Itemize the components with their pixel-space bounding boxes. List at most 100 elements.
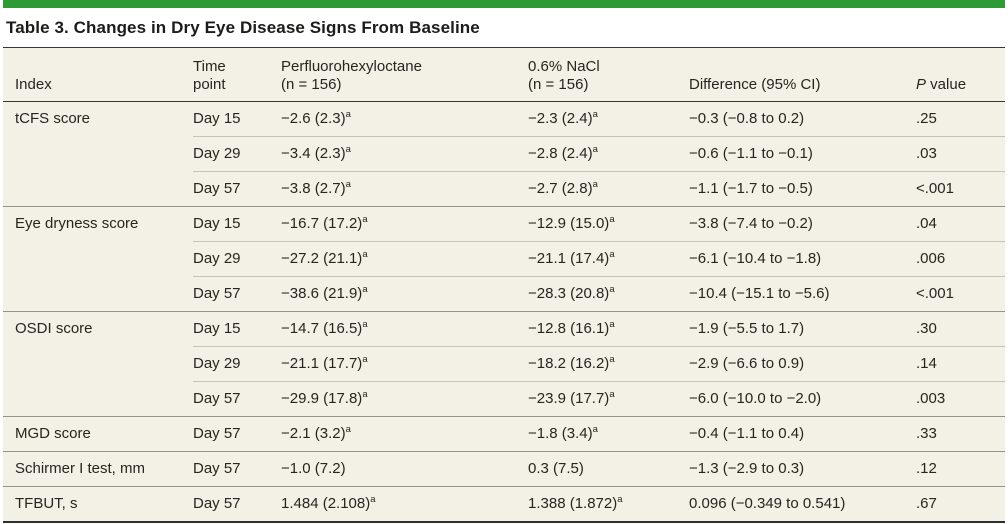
footnote-marker-a: a [592,144,598,155]
perfluorohexyloctane-cell: −38.6 (21.9)a [281,276,528,312]
nacl-cell: −23.9 (17.7)a [528,381,689,417]
perfluorohexyloctane-cell: −21.1 (17.7)a [281,346,528,382]
table-header-row: Index Time point Perfluorohexyloctane (n =… [3,47,1005,102]
index-cell: OSDI score [3,311,193,347]
footnote-marker-a: a [345,109,351,120]
time-point-cell: Day 57 [193,451,281,487]
p-value-cell: <.001 [916,171,1005,207]
difference-cell: −0.3 (−0.8 to 0.2) [689,110,805,127]
time-point-cell: Day 57 [193,416,281,452]
table-row: Eye dryness score Day 15 −16.7 (17.2)a −12.… [3,206,1005,242]
p-value-cell: <.001 [916,276,1005,312]
time-point-cell: Day 15 [193,110,241,127]
nacl-cell: −18.2 (16.2)a [528,346,689,382]
nacl-cell: 1.388 (1.872)a [528,486,689,522]
table-row: Day 29 −21.1 (17.7)a −18.2 (16.2)a −2.9 (−6… [3,346,1005,382]
p-value-cell: .003 [916,381,1005,417]
perfluorohexyloctane-cell: −29.9 (17.8)a [281,381,528,417]
table-row: TFBUT, s Day 57 1.484 (2.108)a 1.388 (1.872… [3,486,1005,522]
time-point-cell: Day 57 [193,171,281,207]
difference-cell: −1.1 (−1.7 to −0.5) [689,171,916,207]
perfluorohexyloctane-cell: −14.7 (16.5)a [281,311,528,347]
difference-cell: −0.4 (−1.1 to 0.4) [689,416,916,452]
nacl-cell: 0.3 (7.5) [528,451,689,487]
table-accent-bar [3,0,1005,8]
difference-cell: −1.9 (−5.5 to 1.7) [689,311,916,347]
nacl-cell: −2.7 (2.8)a [528,171,689,207]
column-header-p_value: P value [916,47,1005,102]
nacl-cell: −28.3 (20.8)a [528,276,689,312]
index-cell: MGD score [3,416,193,452]
footnote-marker-a: a [609,389,615,400]
footnote-marker-a: a [362,284,368,295]
nacl-cell: −12.8 (16.1)a [528,311,689,347]
column-header-index: Index [3,47,193,102]
p-value-cell: .03 [916,136,1005,172]
perfluorohexyloctane-cell: −16.7 (17.2)a [281,206,528,242]
p-value-cell: .33 [916,416,1005,452]
column-header-difference: Difference (95% CI) [689,47,916,102]
perfluorohexyloctane-cell: −2.1 (3.2)a [281,416,528,452]
column-header-time_point: Time point [193,47,281,102]
time-point-cell: Day 29 [193,241,281,277]
index-cell [3,242,193,277]
dry-eye-signs-table: Index Time point Perfluorohexyloctane (n =… [3,47,1005,523]
index-cell [3,172,193,207]
footnote-marker-a: a [617,494,623,505]
difference-cell: −3.8 (−7.4 to −0.2) [689,206,916,242]
p-value-cell: .14 [916,346,1005,382]
index-cell: Eye dryness score [3,206,193,242]
perfluorohexyloctane-cell: −1.0 (7.2) [281,451,528,487]
footnote-marker-a: a [609,319,615,330]
column-header-perfluorohexyloctane: Perfluorohexyloctane (n = 156) [281,47,528,102]
footnote-marker-a: a [609,214,615,225]
difference-cell: −6.0 (−10.0 to −2.0) [689,381,916,417]
difference-cell: −10.4 (−15.1 to −5.6) [689,276,916,312]
index-cell: TFBUT, s [3,486,193,522]
difference-cell: −1.3 (−2.9 to 0.3) [689,451,916,487]
table-row: tCFS score Day 15 −2.6 (2.3)a −2.3 (2.4)a −0… [3,102,1005,137]
index-cell [3,277,193,312]
table-row: MGD score Day 57 −2.1 (3.2)a −1.8 (3.4)a −0.… [3,416,1005,452]
index-cell: Schirmer I test, mm [3,451,193,487]
table-row: OSDI score Day 15 −14.7 (16.5)a −12.8 (16.1… [3,311,1005,347]
perfluorohexyloctane-cell: −3.4 (2.3)a [281,136,528,172]
perfluorohexyloctane-cell: −27.2 (21.1)a [281,241,528,277]
table-row: Day 57 −38.6 (21.9)a −28.3 (20.8)a −10.4 (−… [3,276,1005,312]
footnote-marker-a: a [345,179,351,190]
footnote-marker-a: a [370,494,376,505]
perfluorohexyloctane-cell: −3.8 (2.7)a [281,171,528,207]
table-title: Table 3. Changes in Dry Eye Disease Sign… [6,18,480,37]
table-row: Day 57 −29.9 (17.8)a −23.9 (17.7)a −6.0 (−1… [3,381,1005,417]
p-value-cell: .006 [916,241,1005,277]
index-cell [3,382,193,417]
p-value-cell: .67 [916,486,1005,522]
footnote-marker-a: a [609,249,615,260]
nacl-cell: −12.9 (15.0)a [528,206,689,242]
p-value-cell: .30 [916,311,1005,347]
time-point-cell: Day 57 [193,276,281,312]
footnote-marker-a: a [592,424,598,435]
time-point-cell: Day 29 [193,346,281,382]
footnote-marker-a: a [345,144,351,155]
footnote-marker-a: a [345,424,351,435]
time-point-cell: Day 57 [193,486,281,522]
table-row: Day 29 −3.4 (2.3)a −2.8 (2.4)a −0.6 (−1.1 t… [3,136,1005,172]
footnote-marker-a: a [362,249,368,260]
footnote-marker-a: a [609,284,615,295]
column-header-nacl: 0.6% NaCl (n = 156) [528,47,689,102]
difference-cell: 0.096 (−0.349 to 0.541) [689,486,916,522]
footnote-marker-a: a [592,109,598,120]
perfluorohexyloctane-cell: −2.6 (2.3)a [281,109,351,127]
difference-cell: −2.9 (−6.6 to 0.9) [689,346,916,382]
footnote-marker-a: a [362,319,368,330]
difference-cell: −6.1 (−10.4 to −1.8) [689,241,916,277]
footnote-marker-a: a [362,389,368,400]
time-point-cell: Day 15 [193,311,281,347]
table-body: tCFS score Day 15 −2.6 (2.3)a −2.3 (2.4)a −0… [3,102,1005,522]
footnote-marker-a: a [362,354,368,365]
nacl-cell: −2.8 (2.4)a [528,136,689,172]
index-cell: tCFS score [15,110,91,128]
p-value-cell: .25 [916,110,937,127]
